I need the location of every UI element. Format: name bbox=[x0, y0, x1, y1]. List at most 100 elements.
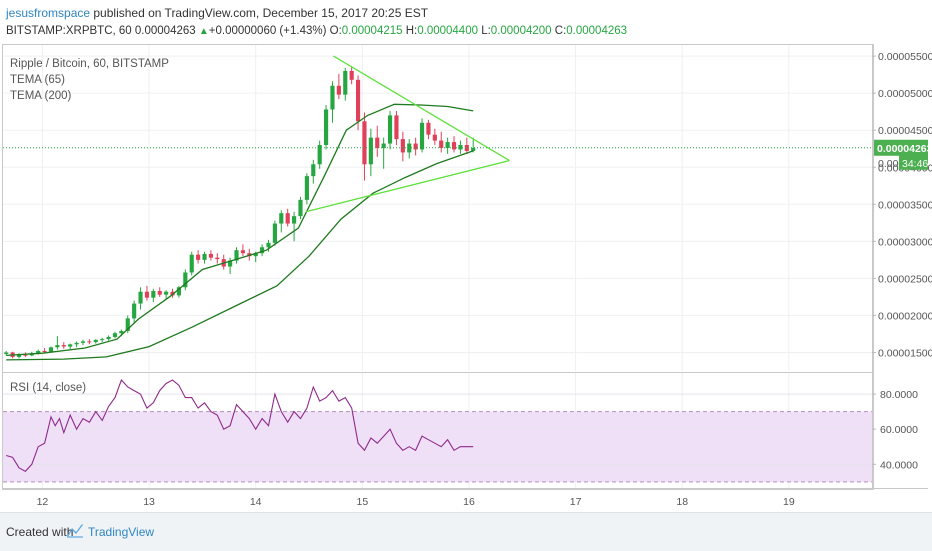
candle-body bbox=[144, 291, 150, 298]
y-tick-label: 0.00002000 bbox=[878, 310, 932, 322]
candle-body bbox=[400, 139, 405, 153]
up-arrow-icon: ▲ bbox=[198, 26, 209, 37]
candle-body bbox=[208, 253, 213, 258]
candle-body bbox=[215, 257, 220, 260]
rsi-y-tick-label: 60.0000 bbox=[880, 424, 918, 436]
candle-body bbox=[375, 137, 380, 148]
upper-trendline bbox=[333, 55, 510, 162]
candle-body bbox=[419, 122, 425, 150]
candle-body bbox=[349, 70, 354, 80]
candle-body bbox=[413, 143, 418, 150]
candle-body bbox=[132, 303, 137, 319]
candle-body bbox=[304, 176, 309, 200]
candle-body bbox=[183, 272, 188, 288]
last-price-badge bbox=[874, 139, 928, 156]
close-value: 0.00004263 bbox=[566, 25, 628, 37]
candle-body bbox=[157, 290, 162, 295]
x-tick-label: 12 bbox=[37, 496, 49, 508]
candle-body bbox=[125, 318, 130, 331]
candle-body bbox=[80, 341, 86, 343]
author-link[interactable]: jesusfromspace bbox=[6, 6, 91, 20]
candle-body bbox=[48, 347, 54, 352]
candle-body bbox=[4, 352, 9, 354]
candle-body bbox=[234, 250, 239, 261]
candle-body bbox=[432, 134, 437, 141]
tema200-legend[interactable]: TEMA (200) bbox=[10, 90, 72, 102]
candle-body bbox=[240, 250, 245, 254]
candle-body bbox=[189, 254, 194, 273]
high-label: H: bbox=[405, 25, 418, 37]
candle-body bbox=[336, 85, 341, 95]
candle-body bbox=[74, 342, 79, 345]
candle-body bbox=[298, 199, 303, 217]
published-text: published on TradingView.com, December 1… bbox=[90, 6, 429, 20]
candle-body bbox=[445, 142, 450, 148]
footer-bar: Created with TradingView bbox=[0, 512, 932, 551]
open-value: 0.00004215 bbox=[341, 25, 403, 37]
chart-canvas[interactable]: 12 13 14 15 16 17 18 19 0.00005500 0.00005000 0.00… bbox=[0, 0, 932, 512]
candle-body bbox=[23, 354, 28, 356]
candle-body bbox=[439, 140, 444, 148]
tema200-line bbox=[6, 150, 474, 361]
lower-trendline bbox=[305, 159, 510, 213]
candle-body bbox=[106, 336, 111, 340]
tema65-line bbox=[6, 103, 474, 357]
candle-body bbox=[112, 333, 118, 337]
x-tick-label: 15 bbox=[356, 496, 368, 508]
candle-body bbox=[381, 143, 386, 148]
tradingview-brand-link[interactable]: TradingView bbox=[88, 525, 155, 539]
x-tick-label: 14 bbox=[250, 496, 262, 508]
tradingview-logo-icon[interactable] bbox=[66, 522, 84, 538]
candle-body bbox=[407, 143, 412, 153]
rsi-line bbox=[6, 378, 474, 472]
candle-body bbox=[87, 341, 92, 343]
price-change: +0.00000060 (+1.43%) bbox=[208, 25, 327, 37]
candle-body bbox=[343, 70, 348, 95]
candle-body bbox=[119, 330, 124, 334]
candle-body bbox=[196, 254, 201, 260]
candle-body bbox=[68, 344, 73, 347]
candle-body bbox=[260, 247, 265, 254]
price-axis-border bbox=[872, 44, 873, 488]
rsi-y-tick-label: 80.0000 bbox=[880, 389, 918, 401]
low-value: 0.00004200 bbox=[490, 25, 552, 37]
candle-body bbox=[394, 115, 399, 140]
candle-body bbox=[451, 142, 457, 150]
candle-body bbox=[36, 350, 41, 354]
x-tick-label: 18 bbox=[676, 496, 688, 508]
candle-body bbox=[368, 137, 373, 165]
candle-body bbox=[464, 145, 469, 151]
candle-body bbox=[426, 122, 431, 135]
candle-body bbox=[471, 147, 476, 151]
candle-body bbox=[151, 290, 156, 298]
open-label: O: bbox=[329, 25, 342, 37]
countdown-badge-text: 34:46 bbox=[902, 158, 928, 170]
candle-body bbox=[362, 121, 367, 165]
rsi-pane[interactable] bbox=[2, 372, 874, 490]
last-price-badge-text: 0.00004263 bbox=[877, 143, 932, 155]
candle-body bbox=[272, 223, 277, 243]
rsi-legend[interactable]: RSI (14, close) bbox=[10, 380, 86, 396]
publish-info: jesusfromspace published on TradingView.… bbox=[6, 6, 428, 20]
candle-body bbox=[323, 109, 329, 146]
candle-body bbox=[292, 216, 297, 224]
candle-body bbox=[311, 164, 316, 177]
candle-body bbox=[387, 115, 393, 144]
candle-body bbox=[93, 339, 98, 343]
candle-body bbox=[100, 339, 105, 341]
symbol-label[interactable]: BITSTAMP:XRPBTC, 60 bbox=[6, 25, 132, 37]
symbol-title[interactable]: Ripple / Bitcoin, 60, BITSTAMP bbox=[10, 58, 169, 70]
candle-body bbox=[138, 291, 143, 304]
y-tick-label: 0.00003500 bbox=[878, 199, 932, 211]
tema65-legend[interactable]: TEMA (65) bbox=[10, 74, 65, 86]
candle-body bbox=[330, 85, 335, 110]
candle-body bbox=[279, 213, 284, 224]
candle-body bbox=[164, 291, 169, 295]
y-tick-label: 0.00005500 bbox=[878, 51, 932, 63]
time-axis-border bbox=[2, 488, 928, 489]
rsi-title[interactable]: RSI (14, close) bbox=[10, 382, 87, 394]
y-tick-label: 0.00004500 bbox=[878, 125, 932, 137]
y-tick-label: 0.00001500 bbox=[878, 347, 932, 359]
candle-body bbox=[42, 350, 47, 352]
candle-body bbox=[266, 242, 271, 248]
